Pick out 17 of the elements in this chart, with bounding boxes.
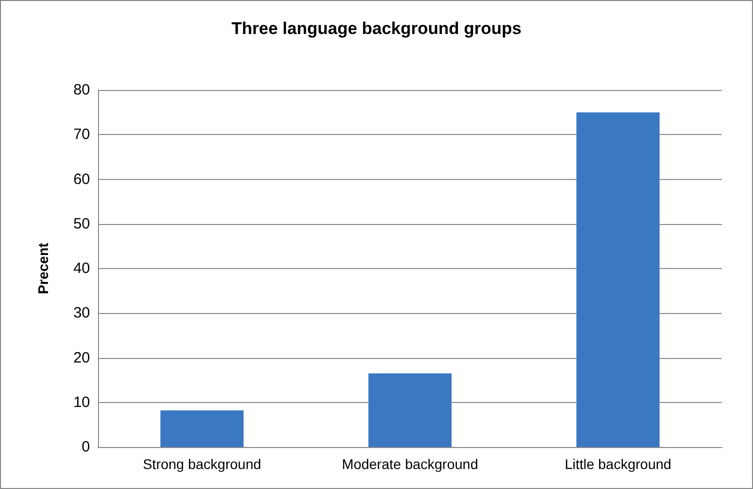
x-tick-label: Moderate background: [342, 456, 478, 472]
y-tick-label: 50: [73, 215, 90, 232]
y-tick-label: 10: [73, 394, 90, 411]
bar: [368, 373, 452, 447]
y-tick-label: 40: [73, 260, 90, 277]
bar: [576, 112, 660, 447]
y-tick-label: 20: [73, 349, 90, 366]
y-tick-label: 0: [82, 438, 90, 456]
y-tick-label: 70: [73, 126, 90, 144]
y-tick-label: 80: [73, 82, 90, 98]
x-tick-label: Strong background: [142, 456, 262, 472]
y-axis-title: Precent: [35, 242, 51, 294]
y-tick-label: 60: [73, 170, 90, 188]
x-tick-label: Little background: [564, 456, 672, 472]
y-tick-label: 30: [73, 304, 90, 322]
bar: [160, 410, 244, 447]
chart-title: Three language background groups: [232, 19, 522, 38]
